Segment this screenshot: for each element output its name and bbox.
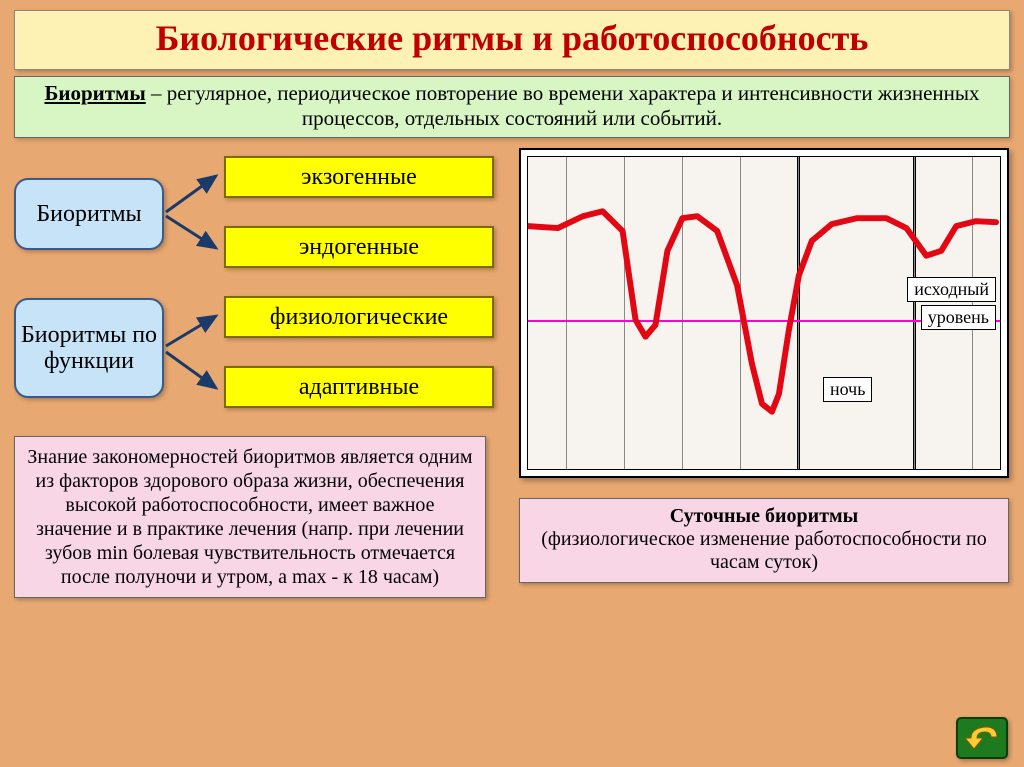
chart-caption-title: Суточные биоритмы: [528, 505, 1000, 528]
page-title-bar: Биологические ритмы и работоспособность: [14, 10, 1010, 70]
definition-term: Биоритмы: [44, 81, 145, 105]
tree1-arrows: [164, 156, 224, 268]
chart-plot-area: исходный уровень ночь: [527, 156, 1001, 470]
tree1-leaf-endogenous: эндогенные: [224, 226, 494, 268]
chart-caption: Суточные биоритмы (физиологическое измен…: [519, 498, 1009, 583]
tree1-leaf-exogenous: экзогенные: [224, 156, 494, 198]
definition-box: Биоритмы – регулярное, периодическое пов…: [14, 76, 1010, 138]
chart-caption-sub: (физиологическое изменение работоспособн…: [528, 528, 1000, 574]
back-button[interactable]: [956, 717, 1008, 759]
chart-label-baseline-2: уровень: [921, 305, 996, 330]
tree2-leaf-adaptive: адаптивные: [224, 366, 494, 408]
chart-label-baseline-1: исходный: [907, 277, 996, 302]
tree1-root: Биоритмы: [14, 178, 164, 250]
content-area: Биоритмы экзогенные эндогенные Биоритмы …: [14, 148, 1010, 728]
definition-text: – регулярное, периодическое повторение в…: [146, 81, 980, 130]
chart-label-night: ночь: [823, 377, 872, 402]
page-title: Биологические ритмы и работоспособность: [15, 17, 1009, 59]
tree2-root: Биоритмы по функции: [14, 298, 164, 398]
biorhythm-chart: исходный уровень ночь: [519, 148, 1009, 478]
tree2-arrows: [164, 296, 224, 408]
knowledge-note: Знание закономерностей биоритмов являетс…: [14, 436, 486, 598]
back-arrow-icon: [965, 725, 999, 751]
tree2-leaf-physiological: физиологические: [224, 296, 494, 338]
